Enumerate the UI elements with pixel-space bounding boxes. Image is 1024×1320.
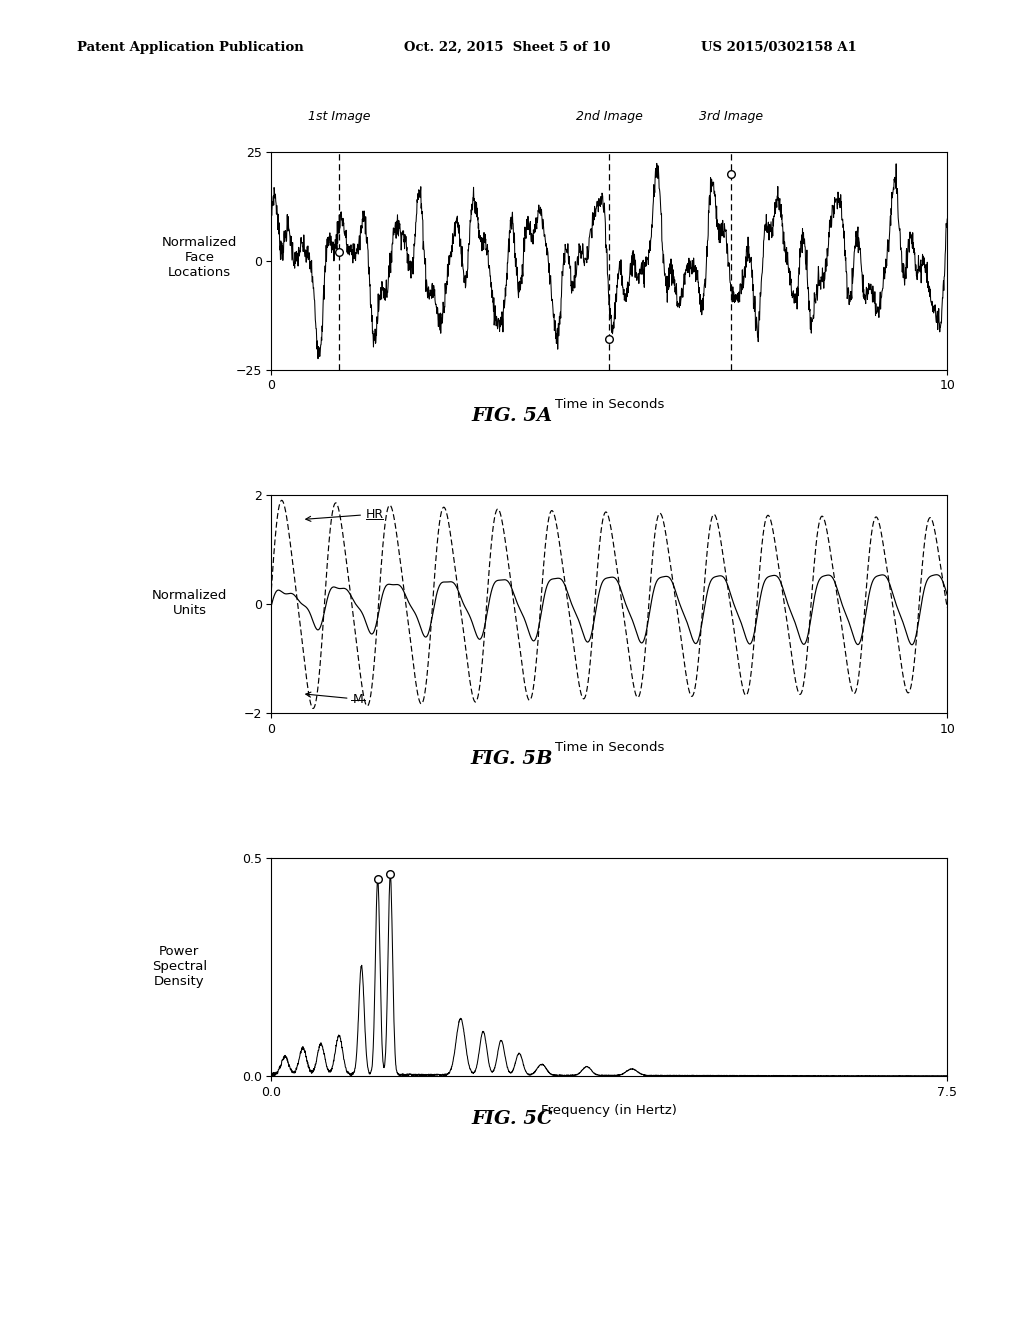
X-axis label: Time in Seconds: Time in Seconds bbox=[555, 397, 664, 411]
Text: Power
Spectral
Density: Power Spectral Density bbox=[152, 945, 207, 987]
X-axis label: Frequency (in Hertz): Frequency (in Hertz) bbox=[542, 1104, 677, 1117]
Text: 1st Image: 1st Image bbox=[307, 111, 371, 124]
Text: M: M bbox=[306, 692, 364, 706]
Text: Patent Application Publication: Patent Application Publication bbox=[77, 41, 303, 54]
X-axis label: Time in Seconds: Time in Seconds bbox=[555, 741, 664, 754]
Text: Normalized
Units: Normalized Units bbox=[152, 589, 227, 618]
Text: FIG. 5C: FIG. 5C bbox=[471, 1110, 553, 1129]
Text: US 2015/0302158 A1: US 2015/0302158 A1 bbox=[701, 41, 857, 54]
Text: FIG. 5B: FIG. 5B bbox=[471, 750, 553, 768]
Text: 2nd Image: 2nd Image bbox=[575, 111, 643, 124]
Text: HR: HR bbox=[306, 508, 384, 521]
Text: 3rd Image: 3rd Image bbox=[698, 111, 763, 124]
Text: FIG. 5A: FIG. 5A bbox=[471, 407, 553, 425]
Text: Normalized
Face
Locations: Normalized Face Locations bbox=[162, 236, 238, 279]
Text: Oct. 22, 2015  Sheet 5 of 10: Oct. 22, 2015 Sheet 5 of 10 bbox=[404, 41, 611, 54]
